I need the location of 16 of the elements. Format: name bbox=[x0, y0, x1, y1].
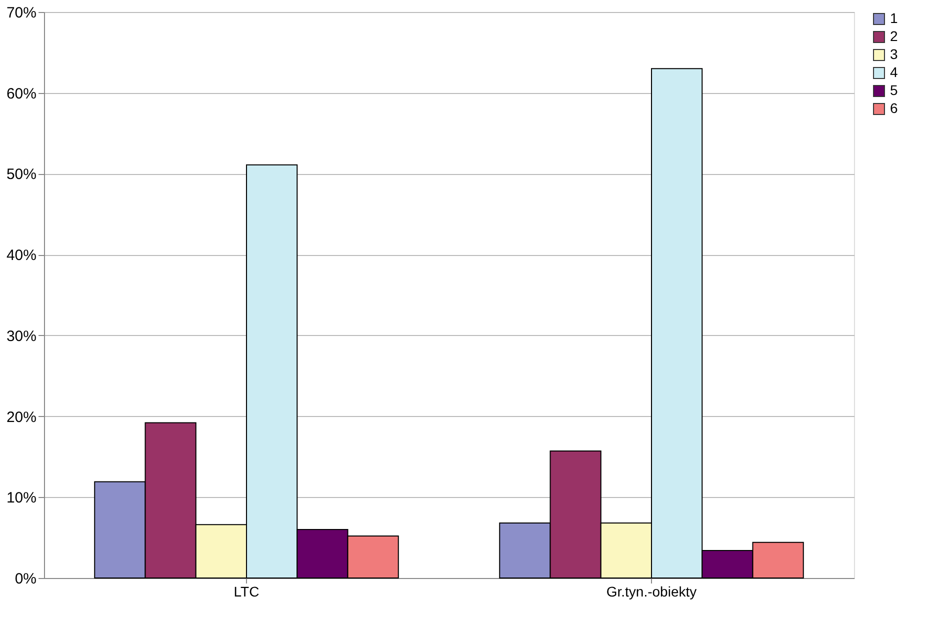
legend-label: 3 bbox=[890, 46, 898, 62]
y-tick-label: 50% bbox=[6, 166, 36, 184]
y-tick-label: 70% bbox=[6, 4, 36, 22]
legend-label: 5 bbox=[890, 82, 898, 98]
y-tick-label: 60% bbox=[6, 85, 36, 102]
y-tick-label: 30% bbox=[6, 328, 36, 345]
y-tick-label: 10% bbox=[6, 490, 36, 507]
y-tick-label: 40% bbox=[6, 247, 36, 264]
x-tick-label: Gr.tyn.-obiekty bbox=[606, 584, 697, 600]
legend-label: 4 bbox=[890, 64, 898, 80]
x-tick-label: LTC bbox=[234, 584, 260, 600]
legend-label: 2 bbox=[890, 28, 898, 44]
legend-label: 1 bbox=[890, 10, 898, 26]
y-tick-label: 20% bbox=[6, 408, 36, 426]
y-tick-label: 0% bbox=[14, 570, 36, 588]
legend-label: 6 bbox=[890, 100, 898, 116]
